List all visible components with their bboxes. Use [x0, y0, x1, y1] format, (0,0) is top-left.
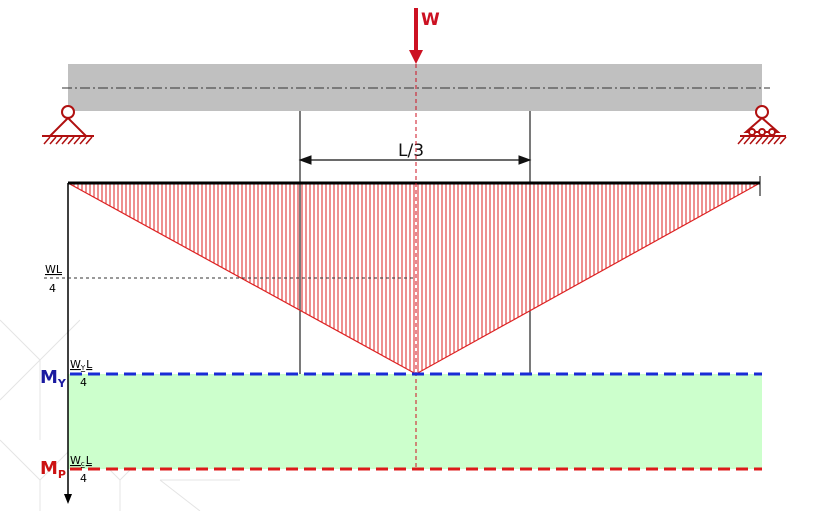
mp-label: MP: [40, 458, 66, 481]
mp-fraction-numerator: WcL: [70, 454, 93, 468]
wl4-numerator: WL: [45, 263, 63, 276]
my-fraction-numerator: WYL: [70, 358, 93, 372]
moment-hatch: [69, 183, 759, 374]
my-label: MY: [40, 367, 67, 390]
roller-support-right: [737, 105, 787, 145]
wl4-denominator: 4: [49, 282, 56, 295]
load-arrow: [409, 8, 423, 64]
pin-support-left: [42, 105, 94, 145]
plastic-zone: [68, 374, 762, 469]
span-dimension-label: L/3: [398, 141, 424, 161]
span-dimension: [298, 155, 532, 165]
moment-axis-arrow: [64, 494, 72, 504]
my-fraction-denominator: 4: [80, 376, 87, 389]
background-pattern: [0, 319, 240, 511]
mp-fraction-denominator: 4: [80, 472, 87, 485]
load-label: W: [421, 10, 440, 30]
